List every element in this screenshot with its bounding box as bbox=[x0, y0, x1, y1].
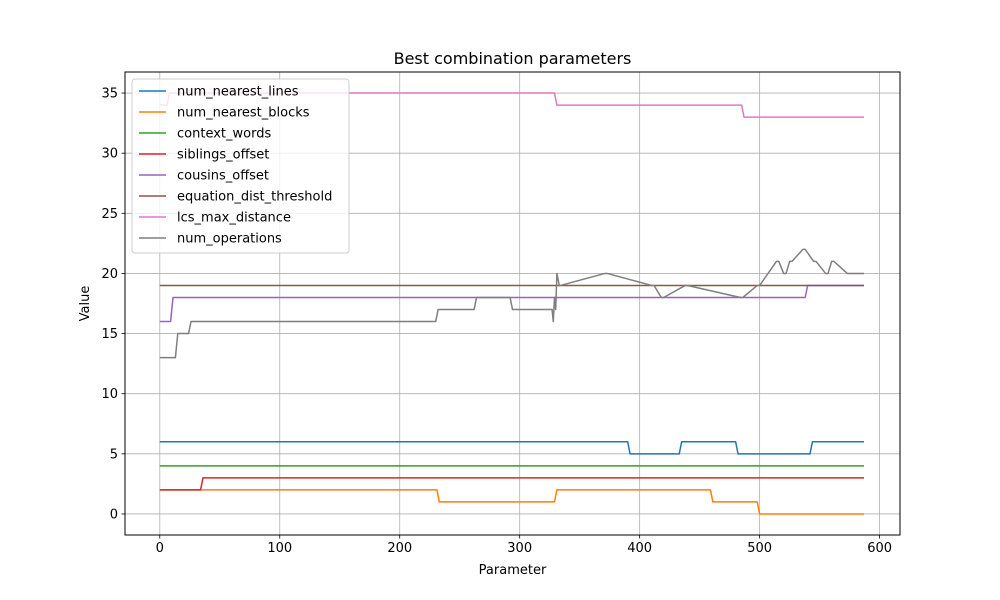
y-tick-label: 20 bbox=[101, 267, 118, 282]
y-tick-label: 0 bbox=[110, 507, 118, 522]
y-tick-label: 5 bbox=[110, 447, 118, 462]
series-line-num-operations bbox=[159, 248, 865, 359]
legend-label: siblings_offset bbox=[177, 148, 269, 163]
series-line-num-nearest-blocks bbox=[159, 489, 865, 515]
legend-label: cousins_offset bbox=[177, 169, 269, 184]
legend-label: num_nearest_lines bbox=[177, 85, 299, 100]
legend-label: context_words bbox=[177, 127, 271, 142]
legend-label: num_nearest_blocks bbox=[177, 106, 310, 121]
chart-title: Best combination parameters bbox=[394, 49, 632, 68]
legend-label: num_operations bbox=[177, 232, 282, 247]
x-tick-label: 400 bbox=[627, 541, 652, 556]
x-tick-label: 200 bbox=[387, 541, 412, 556]
legend-label: equation_dist_threshold bbox=[177, 190, 332, 205]
legend-label: lcs_max_distance bbox=[177, 211, 291, 226]
legend-box bbox=[131, 78, 350, 254]
y-tick-label: 30 bbox=[101, 147, 118, 162]
y-axis-label: Value bbox=[78, 286, 93, 322]
series-line-siblings-offset bbox=[159, 477, 865, 491]
x-axis-label: Parameter bbox=[479, 563, 547, 578]
x-tick-label: 300 bbox=[507, 541, 532, 556]
y-tick-label: 25 bbox=[101, 207, 118, 222]
x-tick-label: 500 bbox=[747, 541, 772, 556]
axis-ticks: 0 100 200 300 400 500 600 0 5 10 15 20 25 30 35 bbox=[101, 87, 892, 556]
y-tick-label: 35 bbox=[101, 87, 118, 102]
y-tick-label: 15 bbox=[101, 327, 118, 342]
x-tick-label: 100 bbox=[267, 541, 292, 556]
series-line-num-nearest-lines bbox=[159, 441, 865, 455]
y-tick-label: 10 bbox=[101, 387, 118, 402]
legend: num_nearest_lines num_nearest_blocksconte… bbox=[131, 78, 350, 254]
x-tick-label: 600 bbox=[867, 541, 892, 556]
plot-frame bbox=[124, 71, 901, 536]
x-tick-label: 0 bbox=[156, 541, 164, 556]
